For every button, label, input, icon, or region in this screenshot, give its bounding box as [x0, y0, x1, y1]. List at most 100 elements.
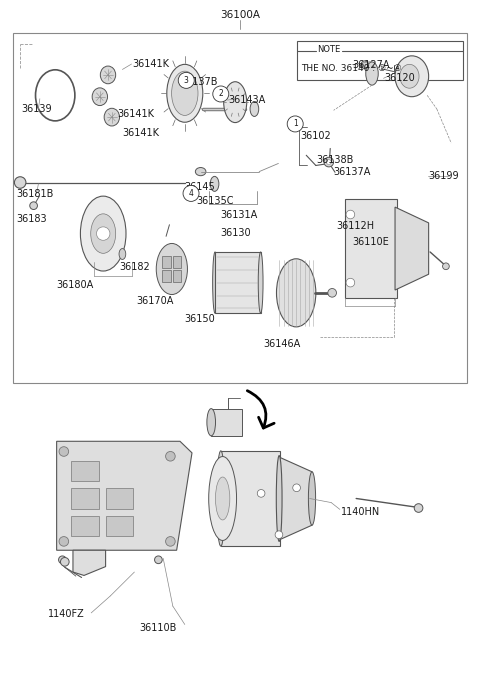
Text: 36141K: 36141K — [118, 109, 155, 118]
Circle shape — [346, 210, 355, 219]
Bar — [13, 33, 467, 383]
Bar — [297, 41, 463, 80]
Ellipse shape — [216, 451, 225, 546]
Ellipse shape — [207, 409, 216, 436]
Bar — [173, 255, 181, 268]
Circle shape — [178, 72, 194, 89]
Text: 36150: 36150 — [185, 314, 216, 323]
Text: 36135C: 36135C — [197, 196, 234, 206]
Ellipse shape — [395, 56, 429, 97]
Text: 36112H: 36112H — [336, 221, 374, 231]
Text: 36181B: 36181B — [16, 189, 53, 199]
Text: 36110B: 36110B — [139, 623, 177, 633]
Polygon shape — [280, 458, 312, 539]
Circle shape — [59, 537, 69, 546]
Ellipse shape — [104, 108, 120, 126]
Bar — [345, 199, 396, 298]
Text: 36137B: 36137B — [180, 77, 217, 86]
Text: 36141K: 36141K — [122, 128, 159, 138]
Bar — [71, 461, 99, 481]
Ellipse shape — [81, 196, 126, 271]
Circle shape — [14, 177, 26, 188]
Circle shape — [30, 202, 37, 210]
Text: THE NO. 36140 : ①~④: THE NO. 36140 : ①~④ — [301, 63, 402, 73]
Ellipse shape — [210, 176, 219, 191]
Bar — [106, 488, 133, 509]
Bar — [162, 270, 171, 283]
Ellipse shape — [258, 252, 263, 313]
Text: NOTE: NOTE — [317, 45, 340, 54]
Text: 36120: 36120 — [384, 74, 415, 83]
Bar — [173, 270, 181, 283]
Ellipse shape — [366, 62, 378, 85]
Text: 36139: 36139 — [22, 104, 52, 114]
Text: 4: 4 — [189, 189, 193, 198]
Circle shape — [361, 61, 369, 69]
Circle shape — [328, 289, 336, 297]
Text: 36146A: 36146A — [263, 339, 300, 349]
Circle shape — [257, 490, 265, 497]
Ellipse shape — [309, 472, 316, 525]
Circle shape — [443, 263, 449, 270]
Polygon shape — [395, 207, 429, 290]
Ellipse shape — [195, 168, 206, 176]
Circle shape — [275, 531, 283, 539]
Text: 36102: 36102 — [300, 131, 331, 141]
Text: 36182: 36182 — [119, 262, 150, 272]
Ellipse shape — [213, 252, 217, 313]
Circle shape — [287, 116, 303, 132]
Ellipse shape — [156, 244, 187, 295]
Text: 36127A: 36127A — [353, 60, 390, 69]
Ellipse shape — [400, 65, 419, 89]
Bar — [211, 409, 242, 436]
Text: 1: 1 — [293, 119, 298, 129]
Ellipse shape — [276, 456, 282, 541]
Text: 2: 2 — [218, 89, 223, 99]
Text: 36143A: 36143A — [228, 95, 265, 105]
Circle shape — [213, 86, 229, 102]
Circle shape — [60, 558, 69, 566]
Text: 36170A: 36170A — [137, 296, 174, 306]
Ellipse shape — [167, 65, 203, 123]
Text: 1140HN: 1140HN — [341, 507, 380, 517]
Ellipse shape — [119, 249, 126, 259]
Text: 36141K: 36141K — [132, 59, 169, 69]
Bar — [71, 488, 99, 509]
Text: 36145: 36145 — [185, 182, 216, 191]
Text: 1140FZ: 1140FZ — [48, 609, 85, 619]
Ellipse shape — [92, 88, 108, 106]
Bar — [221, 451, 280, 546]
Circle shape — [59, 556, 66, 564]
FancyArrowPatch shape — [247, 391, 274, 428]
Circle shape — [155, 556, 162, 564]
Circle shape — [166, 452, 175, 461]
Text: 36137A: 36137A — [334, 167, 371, 176]
Circle shape — [414, 504, 423, 512]
Circle shape — [183, 185, 199, 202]
Circle shape — [326, 159, 331, 165]
Text: 36100A: 36100A — [220, 10, 260, 20]
Circle shape — [346, 279, 355, 287]
Bar — [106, 516, 133, 536]
Ellipse shape — [100, 66, 116, 84]
Text: 36130: 36130 — [221, 228, 252, 238]
Ellipse shape — [91, 214, 116, 253]
Polygon shape — [57, 441, 192, 550]
Ellipse shape — [216, 477, 230, 520]
Text: 36110E: 36110E — [353, 237, 390, 247]
Bar — [71, 516, 99, 536]
Circle shape — [59, 447, 69, 456]
Text: 36138B: 36138B — [317, 155, 354, 165]
Polygon shape — [73, 550, 106, 575]
Circle shape — [166, 537, 175, 546]
Ellipse shape — [224, 82, 247, 123]
Bar — [215, 252, 261, 313]
Circle shape — [96, 227, 110, 240]
Text: 36199: 36199 — [429, 171, 459, 180]
Text: 36183: 36183 — [16, 215, 47, 224]
Ellipse shape — [172, 71, 198, 116]
Bar — [162, 255, 171, 268]
Text: 36180A: 36180A — [57, 280, 94, 289]
Circle shape — [293, 484, 300, 492]
Ellipse shape — [276, 259, 316, 327]
